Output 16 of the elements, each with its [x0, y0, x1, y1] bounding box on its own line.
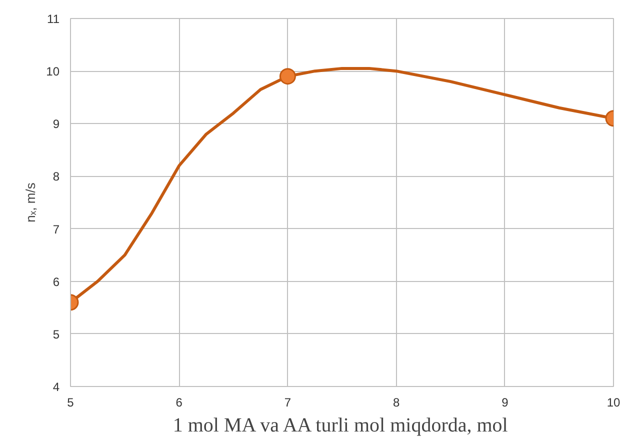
y-tick-label: 8 — [52, 170, 60, 184]
x-tick-label: 5 — [67, 396, 74, 410]
y-tick-label: 9 — [52, 117, 60, 132]
x-tick-label: 7 — [284, 396, 292, 410]
y-tick-label: 5 — [52, 327, 60, 342]
y-tick-label: 4 — [52, 380, 60, 394]
x-tick-label: 9 — [502, 396, 509, 410]
y-tick-label: 10 — [46, 64, 60, 79]
x-axis-title: 1 mol MA va AA turli mol miqdorda, mol — [172, 414, 508, 436]
y-tick-label: 6 — [52, 274, 60, 289]
y-tick-label: 7 — [52, 222, 60, 236]
x-tick-label: 8 — [392, 396, 400, 410]
y-axis-title: nₓ, m/s — [23, 182, 38, 222]
x-tick-label: 10 — [606, 396, 620, 410]
x-tick-label: 6 — [176, 396, 183, 410]
y-tick-label: 11 — [47, 12, 60, 26]
